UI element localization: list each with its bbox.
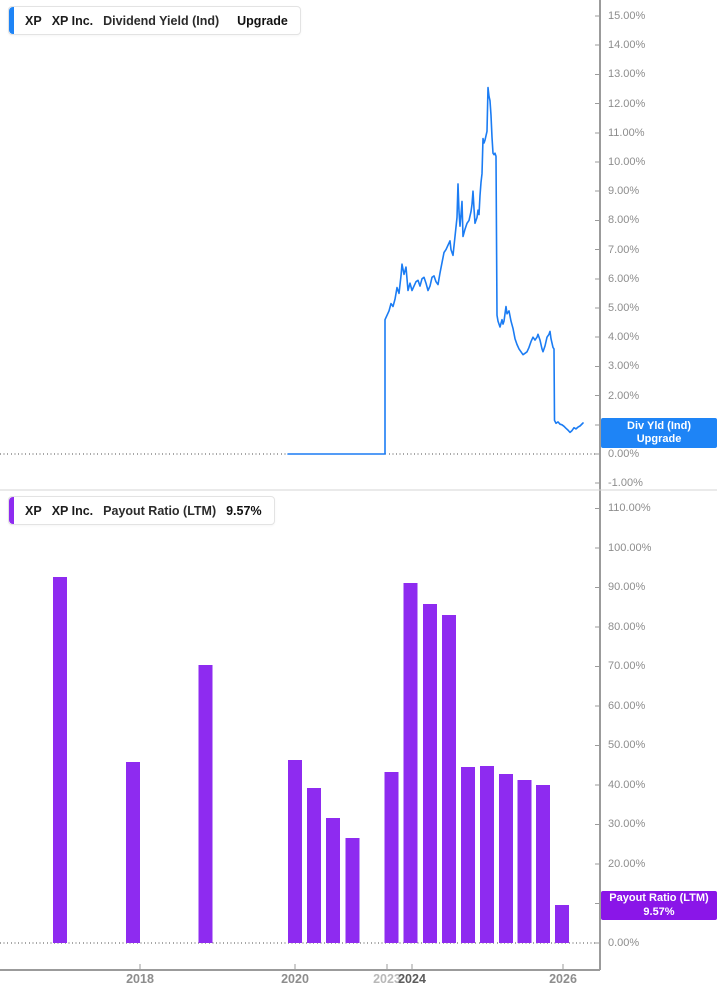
- payout-ratio-legend[interactable]: XP XP Inc. Payout Ratio (LTM) 9.57%: [8, 496, 275, 525]
- payout-ratio-bar[interactable]: [126, 762, 140, 943]
- x-tick-label-2023: 2023: [373, 972, 401, 986]
- y-tick-label: 11.00%: [608, 126, 645, 139]
- company-name: XP Inc.: [51, 13, 94, 28]
- y-tick-label: 50.00%: [608, 739, 646, 752]
- y-tick-label: 12.00%: [608, 97, 646, 110]
- metric-name: Payout Ratio (LTM): [103, 503, 217, 518]
- y-tick-label: 3.00%: [608, 360, 640, 373]
- y-tick-label: 90.00%: [608, 581, 646, 594]
- y-tick-label: 80.00%: [608, 620, 646, 633]
- y-tick-label: 14.00%: [608, 39, 646, 52]
- badge-metric-label: Payout Ratio (LTM): [609, 892, 709, 904]
- payout-ratio-bar[interactable]: [461, 767, 475, 943]
- y-tick-label: 110.00%: [608, 502, 651, 515]
- metric-name: Dividend Yield (Ind): [103, 13, 220, 28]
- y-tick-label: 15.00%: [608, 10, 646, 22]
- y-tick-label: 0.00%: [608, 937, 640, 949]
- y-tick-label: 20.00%: [608, 857, 646, 870]
- upgrade-link[interactable]: Upgrade: [237, 13, 288, 28]
- payout-ratio-bar[interactable]: [307, 788, 321, 943]
- x-tick-label-2024: 2024: [398, 972, 426, 986]
- payout-ratio-bar[interactable]: [536, 784, 550, 943]
- payout-ratio-axis-badge: Payout Ratio (LTM) 9.57%: [601, 891, 717, 920]
- payout-ratio-bar[interactable]: [403, 583, 418, 943]
- y-tick-label: 60.00%: [608, 699, 646, 712]
- payout-ratio-bar[interactable]: [384, 771, 399, 943]
- y-tick-label: 13.00%: [608, 68, 646, 81]
- y-tick-label: 2.00%: [608, 389, 640, 402]
- company-name: XP Inc.: [51, 503, 94, 518]
- y-tick-label: 30.00%: [608, 818, 646, 831]
- x-tick-label-2020: 2020: [281, 972, 309, 986]
- y-tick-label: 8.00%: [608, 214, 640, 227]
- payout-ratio-bar[interactable]: [326, 818, 340, 943]
- payout-ratio-bar[interactable]: [517, 780, 532, 943]
- latest-value-label: 9.57%: [226, 503, 262, 518]
- payout-ratio-bar[interactable]: [442, 615, 456, 943]
- payout-ratio-bar[interactable]: [53, 577, 67, 943]
- y-tick-label: 6.00%: [608, 272, 640, 285]
- div-yld-axis-badge[interactable]: Div Yld (Ind) Upgrade: [601, 418, 717, 448]
- dividend-yield-legend[interactable]: XP XP Inc. Dividend Yield (Ind) Upgrade: [8, 6, 301, 35]
- y-tick-label: 100.00%: [608, 541, 652, 554]
- payout-ratio-bar[interactable]: [198, 665, 213, 943]
- badge-upgrade-label: Upgrade: [636, 433, 682, 445]
- payout-ratio-bar[interactable]: [480, 766, 494, 943]
- payout-ratio-bar[interactable]: [345, 837, 360, 943]
- badge-metric-label: Div Yld (Ind): [627, 419, 691, 432]
- x-tick-label-2018: 2018: [126, 972, 154, 986]
- payout-ratio-bar[interactable]: [288, 760, 302, 943]
- y-tick-label: 10.00%: [608, 156, 646, 168]
- y-tick-label: 4.00%: [608, 331, 640, 344]
- payout-ratio-bar[interactable]: [422, 603, 437, 943]
- y-tick-label: -1.00%: [608, 477, 643, 490]
- x-tick-label-2026: 2026: [549, 972, 577, 986]
- dividend-yield-series-color-chip: [9, 7, 14, 34]
- payout-ratio-bar[interactable]: [555, 905, 569, 943]
- payout-ratio-series-color-chip: [9, 497, 14, 524]
- y-tick-label: 70.00%: [608, 660, 646, 673]
- y-tick-label: 40.00%: [608, 778, 646, 791]
- y-tick-label: 5.00%: [608, 302, 640, 314]
- ticker-symbol: XP: [25, 503, 42, 518]
- payout-ratio-bar[interactable]: [498, 773, 513, 943]
- dividend-yield-line[interactable]: [287, 86, 584, 455]
- y-tick-label: 9.00%: [608, 185, 640, 198]
- y-tick-label: 0.00%: [608, 448, 640, 460]
- badge-value-label: 9.57%: [643, 905, 675, 918]
- y-tick-label: 7.00%: [608, 243, 640, 256]
- ticker-symbol: XP: [25, 13, 42, 28]
